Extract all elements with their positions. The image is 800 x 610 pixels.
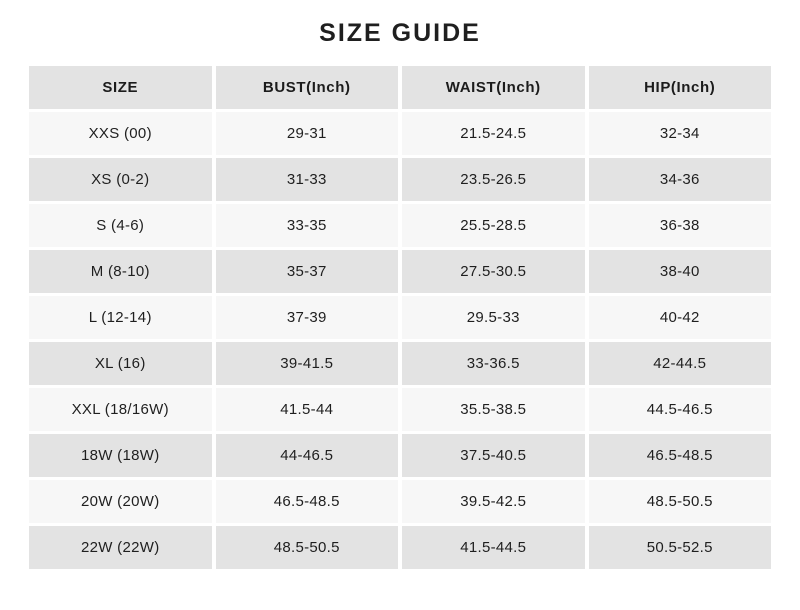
table-row: L (12-14) 37-39 29.5-33 40-42 bbox=[29, 296, 771, 339]
column-header-waist: WAIST(Inch) bbox=[402, 66, 585, 109]
table-row: 22W (22W) 48.5-50.5 41.5-44.5 50.5-52.5 bbox=[29, 526, 771, 569]
header-row: SIZE BUST(Inch) WAIST(Inch) HIP(Inch) bbox=[29, 66, 771, 109]
bust-cell: 35-37 bbox=[215, 250, 398, 293]
size-cell: XXL (18/16W) bbox=[29, 388, 212, 431]
waist-cell: 41.5-44.5 bbox=[402, 526, 585, 569]
column-header-hip: HIP(Inch) bbox=[588, 66, 771, 109]
table-row: S (4-6) 33-35 25.5-28.5 36-38 bbox=[29, 204, 771, 247]
table-row: XXL (18/16W) 41.5-44 35.5-38.5 44.5-46.5 bbox=[29, 388, 771, 431]
hip-cell: 50.5-52.5 bbox=[588, 526, 771, 569]
column-header-bust: BUST(Inch) bbox=[215, 66, 398, 109]
waist-cell: 25.5-28.5 bbox=[402, 204, 585, 247]
bust-cell: 29-31 bbox=[215, 112, 398, 155]
table-row: XL (16) 39-41.5 33-36.5 42-44.5 bbox=[29, 342, 771, 385]
hip-cell: 38-40 bbox=[588, 250, 771, 293]
size-cell: XS (0-2) bbox=[29, 158, 212, 201]
hip-cell: 34-36 bbox=[588, 158, 771, 201]
waist-cell: 33-36.5 bbox=[402, 342, 585, 385]
bust-cell: 48.5-50.5 bbox=[215, 526, 398, 569]
waist-cell: 39.5-42.5 bbox=[402, 480, 585, 523]
size-guide-table: SIZE BUST(Inch) WAIST(Inch) HIP(Inch) XX… bbox=[25, 63, 775, 572]
column-header-size: SIZE bbox=[29, 66, 212, 109]
table-row: XS (0-2) 31-33 23.5-26.5 34-36 bbox=[29, 158, 771, 201]
waist-cell: 35.5-38.5 bbox=[402, 388, 585, 431]
hip-cell: 40-42 bbox=[588, 296, 771, 339]
size-cell: 18W (18W) bbox=[29, 434, 212, 477]
waist-cell: 21.5-24.5 bbox=[402, 112, 585, 155]
table-row: 20W (20W) 46.5-48.5 39.5-42.5 48.5-50.5 bbox=[29, 480, 771, 523]
bust-cell: 41.5-44 bbox=[215, 388, 398, 431]
bust-cell: 44-46.5 bbox=[215, 434, 398, 477]
size-cell: M (8-10) bbox=[29, 250, 212, 293]
hip-cell: 42-44.5 bbox=[588, 342, 771, 385]
size-cell: XL (16) bbox=[29, 342, 212, 385]
size-cell: 22W (22W) bbox=[29, 526, 212, 569]
waist-cell: 37.5-40.5 bbox=[402, 434, 585, 477]
waist-cell: 29.5-33 bbox=[402, 296, 585, 339]
hip-cell: 48.5-50.5 bbox=[588, 480, 771, 523]
size-cell: S (4-6) bbox=[29, 204, 212, 247]
waist-cell: 27.5-30.5 bbox=[402, 250, 585, 293]
table-row: 18W (18W) 44-46.5 37.5-40.5 46.5-48.5 bbox=[29, 434, 771, 477]
page-title: SIZE GUIDE bbox=[319, 19, 481, 47]
hip-cell: 44.5-46.5 bbox=[588, 388, 771, 431]
size-cell: 20W (20W) bbox=[29, 480, 212, 523]
hip-cell: 46.5-48.5 bbox=[588, 434, 771, 477]
waist-cell: 23.5-26.5 bbox=[402, 158, 585, 201]
bust-cell: 31-33 bbox=[215, 158, 398, 201]
size-cell: L (12-14) bbox=[29, 296, 212, 339]
size-cell: XXS (00) bbox=[29, 112, 212, 155]
bust-cell: 37-39 bbox=[215, 296, 398, 339]
bust-cell: 39-41.5 bbox=[215, 342, 398, 385]
table-row: M (8-10) 35-37 27.5-30.5 38-40 bbox=[29, 250, 771, 293]
hip-cell: 36-38 bbox=[588, 204, 771, 247]
hip-cell: 32-34 bbox=[588, 112, 771, 155]
bust-cell: 33-35 bbox=[215, 204, 398, 247]
table-row: XXS (00) 29-31 21.5-24.5 32-34 bbox=[29, 112, 771, 155]
bust-cell: 46.5-48.5 bbox=[215, 480, 398, 523]
